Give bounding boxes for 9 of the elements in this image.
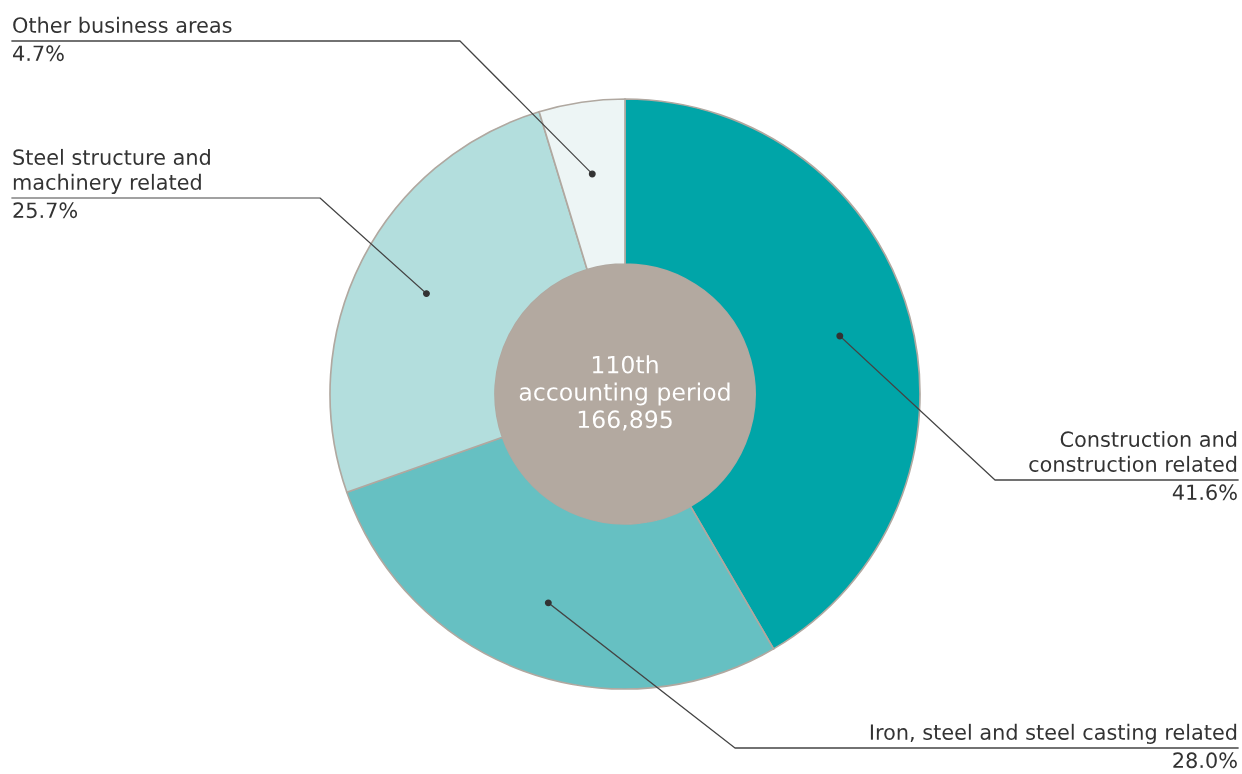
slice-label: Steel structure and machinery related <box>13 148 210 194</box>
data-label: 25.7% <box>13 202 78 219</box>
slice-label: Construction and construction related <box>1029 430 1237 472</box>
text: 110th accounting period 166,895 <box>519 355 730 431</box>
data-label: 4.7% <box>13 45 64 62</box>
data-label: 28.0% <box>1173 752 1237 769</box>
data-label: 41.6% <box>1172 484 1237 501</box>
slice-label: Other business areas <box>13 16 232 33</box>
slice-label: Iron, steel and steel casting related <box>870 723 1237 744</box>
